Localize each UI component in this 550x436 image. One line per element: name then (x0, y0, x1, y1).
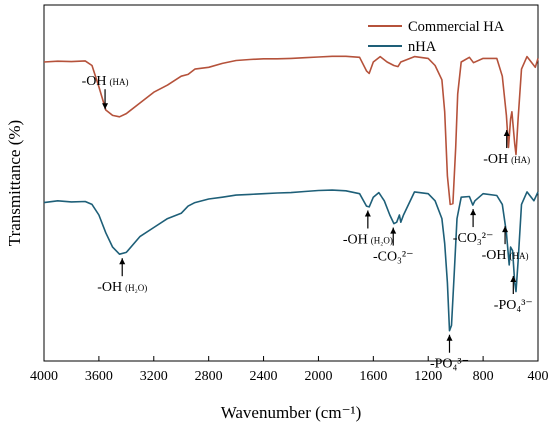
x-tick-label: 2400 (250, 369, 278, 384)
x-tick-label: 2000 (304, 369, 332, 384)
x-tick-label: 3600 (85, 369, 113, 384)
annotation-1: -OH (H₂O) (97, 258, 147, 295)
annotation-arrowhead (503, 130, 510, 137)
legend-label-commercial-ha: Commercial HA (408, 19, 505, 35)
legend: Commercial HA nHA (368, 19, 505, 55)
annotation-6: -OH (HA) (483, 130, 530, 167)
series-line-0 (43, 55, 539, 206)
x-tick-label: 3200 (140, 369, 168, 384)
annotation-label: -CO₃²⁻ (373, 250, 414, 265)
annotation-0: -OH (HA) (82, 74, 129, 110)
annotation-7: -OH (HA) (482, 226, 529, 263)
series-line-1 (43, 189, 539, 332)
x-tick-label: 1600 (359, 369, 387, 384)
x-axis-title: Wavenumber (cm⁻¹) (221, 403, 362, 422)
legend-label-nha: nHA (408, 39, 437, 55)
annotation-arrowhead (390, 227, 397, 234)
annotation-5: -CO₃²⁻ (453, 209, 494, 246)
annotation-arrowhead (470, 209, 477, 216)
annotation-arrowhead (102, 103, 109, 110)
annotation-4: -PO₄³⁻ (430, 334, 469, 372)
annotation-8: -PO₄³⁻ (494, 276, 533, 313)
x-tick-label: 2800 (195, 369, 223, 384)
annotation-arrowhead (446, 334, 453, 341)
x-tick-label: 1200 (414, 369, 442, 384)
annotation-arrowhead (510, 276, 517, 282)
annotation-label: -PO₄³⁻ (430, 357, 469, 372)
annotation-layer: -OH (HA) -OH (H₂O) -OH (H₂O) -CO₃²⁻ -PO₄³⁻ -CO₃²… (82, 74, 533, 372)
annotation-label: -OH (HA) (483, 152, 530, 167)
annotation-label: -OH (H₂O) (343, 232, 393, 247)
plot-frame (43, 4, 539, 362)
annotation-3: -CO₃²⁻ (373, 227, 414, 265)
x-tick-label: 4000 (30, 369, 58, 384)
series-layer (43, 55, 539, 332)
annotation-label: -OH (H₂O) (97, 280, 147, 295)
annotation-label: -CO₃²⁻ (453, 231, 494, 246)
x-axis-ticks: 4000 3600 3200 2800 2400 2000 1600 1200 800 400 (30, 356, 549, 384)
annotation-label: -PO₄³⁻ (494, 298, 533, 313)
annotation-label: -OH (HA) (82, 74, 129, 89)
x-tick-label: 400 (528, 369, 549, 384)
annotation-label: -OH (HA) (482, 248, 529, 263)
y-axis-title: Transmittance (%) (5, 120, 24, 246)
annotation-arrowhead (502, 226, 509, 233)
annotation-2: -OH (H₂O) (343, 210, 393, 247)
annotation-arrowhead (119, 258, 126, 265)
annotation-arrowhead (364, 210, 371, 217)
x-tick-label: 800 (473, 369, 494, 384)
